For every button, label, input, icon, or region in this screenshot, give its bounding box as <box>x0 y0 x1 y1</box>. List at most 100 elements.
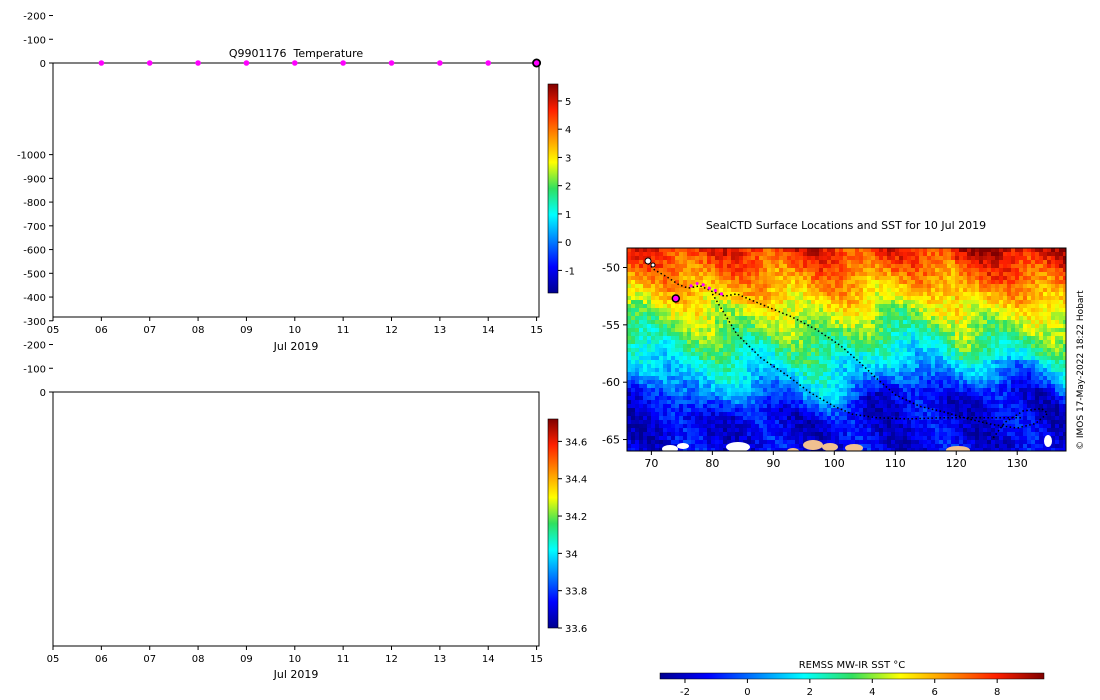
sst-cell <box>779 252 784 257</box>
sst-cell <box>951 308 956 313</box>
sst-cell <box>955 312 960 317</box>
sst-cell <box>775 320 780 325</box>
sst-cell <box>699 292 704 297</box>
sst-cell <box>639 288 644 293</box>
sst-cell <box>995 280 1000 285</box>
sst-cell <box>963 320 968 325</box>
sst-cell <box>943 268 948 273</box>
sst-cell <box>1019 264 1024 269</box>
sst-cell <box>835 288 840 293</box>
sst-cell <box>663 272 668 277</box>
sst-cell <box>703 264 708 269</box>
sst-cell <box>895 308 900 313</box>
sst-cell <box>879 268 884 273</box>
sst-cell <box>875 324 880 329</box>
sst-cell <box>887 312 892 317</box>
sst-cell <box>871 332 876 337</box>
sst-cell <box>1015 316 1020 321</box>
sst-cell <box>915 316 920 321</box>
sst-cell <box>811 260 816 265</box>
sst-cell <box>691 292 696 297</box>
sst-cell <box>787 276 792 281</box>
sst-cell <box>627 312 632 317</box>
sst-cell <box>871 260 876 265</box>
sst-cell <box>667 296 672 301</box>
sst-cell <box>767 288 772 293</box>
sst-cell <box>931 316 936 321</box>
sst-cell <box>739 292 744 297</box>
sst-cell <box>715 300 720 305</box>
sst-cell <box>887 328 892 333</box>
sst-cell <box>823 336 828 341</box>
sst-cell <box>983 308 988 313</box>
sst-cell <box>775 332 780 337</box>
sst-cell <box>783 316 788 321</box>
sst-cell <box>883 276 888 281</box>
sst-cell <box>999 296 1004 301</box>
sst-cell <box>843 264 848 269</box>
sst-cell <box>835 276 840 281</box>
sst-cell <box>1035 252 1040 257</box>
sst-cell <box>727 268 732 273</box>
sst-cell <box>1007 268 1012 273</box>
sst-cell <box>671 316 676 321</box>
sst-cell <box>1043 304 1048 309</box>
sst-cell <box>995 276 1000 281</box>
sst-cell <box>1003 316 1008 321</box>
sst-cell <box>919 280 924 285</box>
sst-cell <box>971 308 976 313</box>
sst-cell <box>967 272 972 277</box>
sst-cell <box>763 320 768 325</box>
sst-cell <box>991 260 996 265</box>
sst-cell <box>799 292 804 297</box>
sst-cell <box>979 336 984 341</box>
sst-cell <box>983 328 988 333</box>
sst-cell <box>735 320 740 325</box>
sst-cell <box>899 252 904 257</box>
sst-cell <box>955 300 960 305</box>
sst-cell <box>631 256 636 261</box>
sst-cell <box>755 324 760 329</box>
sst-cell <box>771 312 776 317</box>
sst-cell <box>691 296 696 301</box>
sst-cell <box>851 264 856 269</box>
sst-cell <box>927 300 932 305</box>
sst-cell <box>803 248 808 253</box>
sst-cell <box>803 328 808 333</box>
sst-cell <box>675 340 680 345</box>
sst-cell <box>635 248 640 253</box>
sst-cell <box>867 296 872 301</box>
sst-cell <box>971 292 976 297</box>
sst-cell <box>999 312 1004 317</box>
sst-cell <box>1027 280 1032 285</box>
sst-cell <box>711 312 716 317</box>
sst-cell <box>907 268 912 273</box>
sst-cell <box>839 276 844 281</box>
sst-cell <box>891 296 896 301</box>
y-tick-label: -200 <box>23 12 46 23</box>
sst-cell <box>947 248 952 253</box>
sst-cell <box>683 260 688 265</box>
sst-cell <box>899 340 904 345</box>
sst-cell <box>719 296 724 301</box>
sst-cell <box>715 280 720 285</box>
sst-cell <box>1027 308 1032 313</box>
sst-cell <box>827 332 832 337</box>
sst-cell <box>787 296 792 301</box>
sst-cell <box>863 268 868 273</box>
sst-cell <box>827 300 832 305</box>
sst-cell <box>1027 268 1032 273</box>
sst-cell <box>967 292 972 297</box>
sst-cell <box>751 316 756 321</box>
sst-cell <box>923 268 928 273</box>
sst-cell <box>727 260 732 265</box>
sst-cell <box>839 284 844 289</box>
sst-cell <box>695 320 700 325</box>
sst-cell <box>787 300 792 305</box>
y-tick-label: -100 <box>23 364 46 375</box>
sst-cell <box>827 252 832 257</box>
sst-cell <box>1063 268 1066 273</box>
sst-cell <box>835 252 840 257</box>
sst-cell <box>807 248 812 253</box>
sst-cell <box>927 320 932 325</box>
